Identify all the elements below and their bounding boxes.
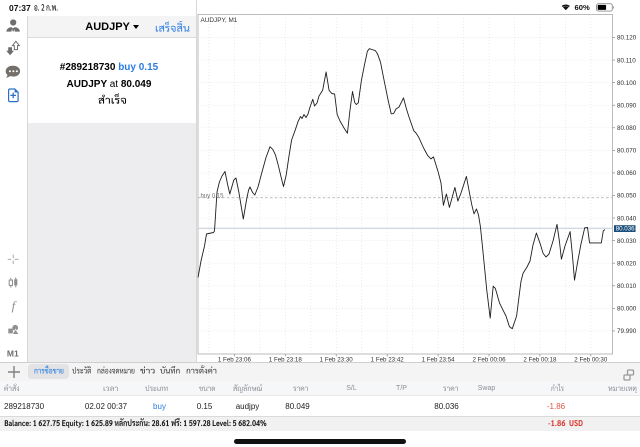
svg-text:1 Feb 23:06: 1 Feb 23:06 (218, 356, 252, 362)
svg-text:f: f (12, 298, 18, 313)
svg-text:79.990: 79.990 (617, 328, 637, 335)
svg-text:80.120: 80.120 (617, 35, 637, 42)
svg-text:80.070: 80.070 (617, 148, 637, 155)
svg-text:1 Feb 23:30: 1 Feb 23:30 (320, 356, 354, 362)
svg-text:80.030: 80.030 (617, 238, 637, 245)
svg-text:AUDJPY, M1: AUDJPY, M1 (201, 17, 238, 24)
svg-text:80.040: 80.040 (617, 215, 637, 222)
svg-text:M1: M1 (7, 349, 19, 359)
svg-text:2 Feb 00:30: 2 Feb 00:30 (574, 356, 608, 362)
svg-text:80.010: 80.010 (617, 283, 637, 290)
svg-text:80.060: 80.060 (617, 170, 637, 177)
svg-text:80.036: 80.036 (616, 226, 635, 233)
svg-text:1 Feb 23:42: 1 Feb 23:42 (371, 356, 405, 362)
svg-text:80.000: 80.000 (617, 306, 637, 313)
svg-text:2 Feb 00:18: 2 Feb 00:18 (523, 356, 557, 362)
svg-text:1 Feb 23:18: 1 Feb 23:18 (269, 356, 303, 362)
svg-text:80.110: 80.110 (617, 57, 636, 64)
svg-text:80.020: 80.020 (617, 260, 637, 267)
svg-text:60%: 60% (575, 3, 590, 12)
svg-text:80.080: 80.080 (617, 125, 637, 132)
svg-text:2 Feb 00:06: 2 Feb 00:06 (472, 356, 506, 362)
svg-text:80.090: 80.090 (617, 102, 637, 109)
svg-text:buy 0.15: buy 0.15 (201, 193, 225, 199)
svg-text:1 Feb 23:54: 1 Feb 23:54 (422, 356, 456, 362)
svg-text:80.050: 80.050 (617, 193, 637, 200)
svg-text:80.100: 80.100 (617, 80, 637, 87)
